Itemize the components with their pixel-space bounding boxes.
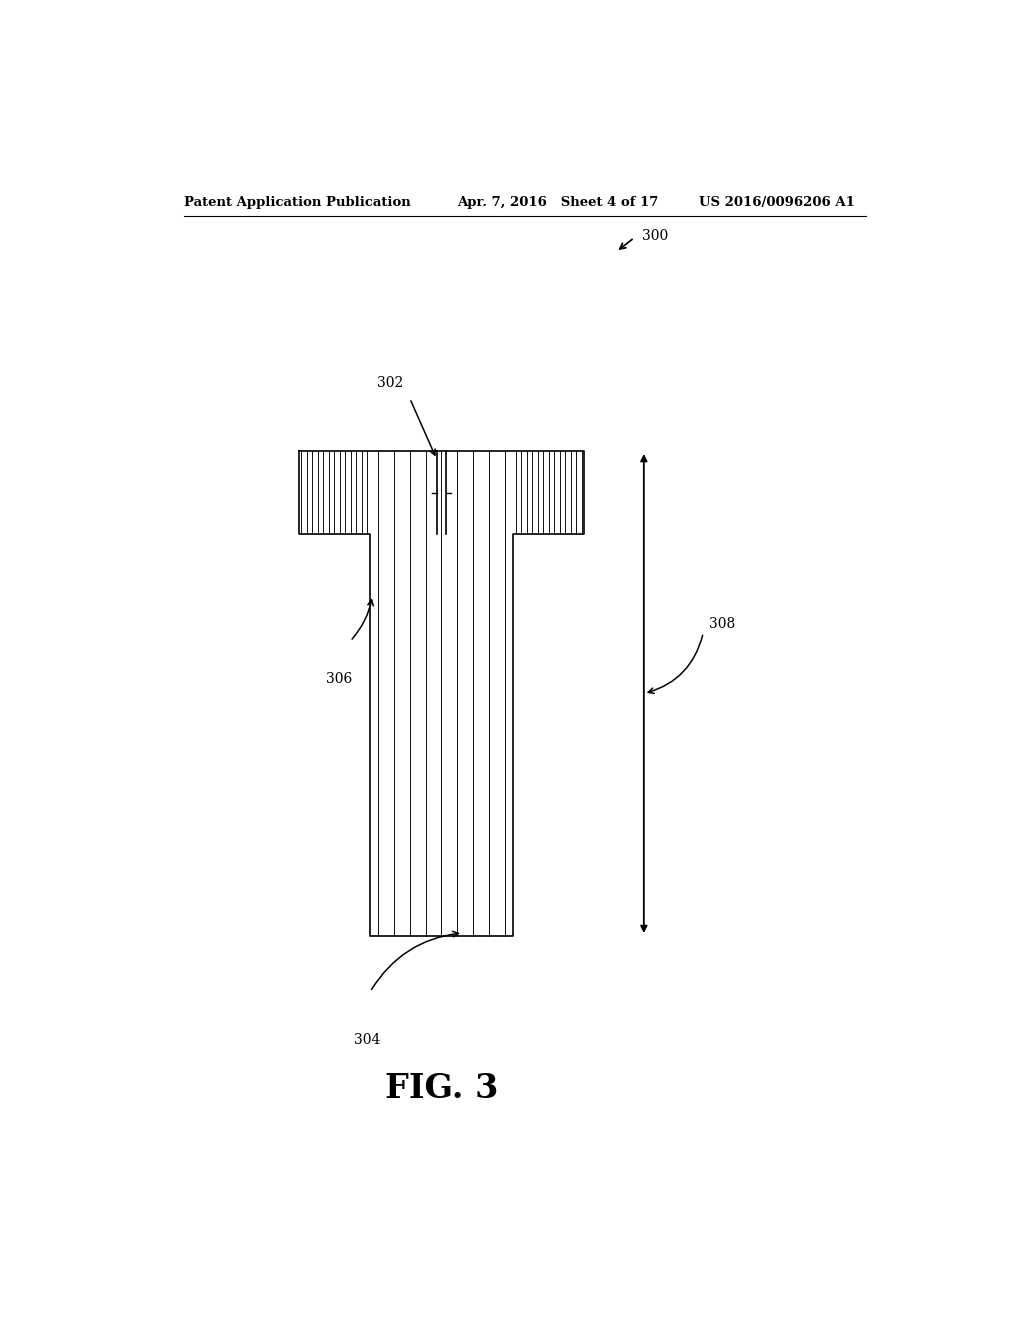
Text: 306: 306 (327, 672, 352, 685)
Text: 308: 308 (709, 618, 735, 631)
Text: Apr. 7, 2016   Sheet 4 of 17: Apr. 7, 2016 Sheet 4 of 17 (458, 195, 658, 209)
Text: 302: 302 (377, 376, 403, 391)
Text: 300: 300 (642, 228, 669, 243)
Text: 304: 304 (354, 1032, 381, 1047)
Text: US 2016/0096206 A1: US 2016/0096206 A1 (699, 195, 855, 209)
Text: Patent Application Publication: Patent Application Publication (183, 195, 411, 209)
Text: FIG. 3: FIG. 3 (385, 1072, 498, 1105)
